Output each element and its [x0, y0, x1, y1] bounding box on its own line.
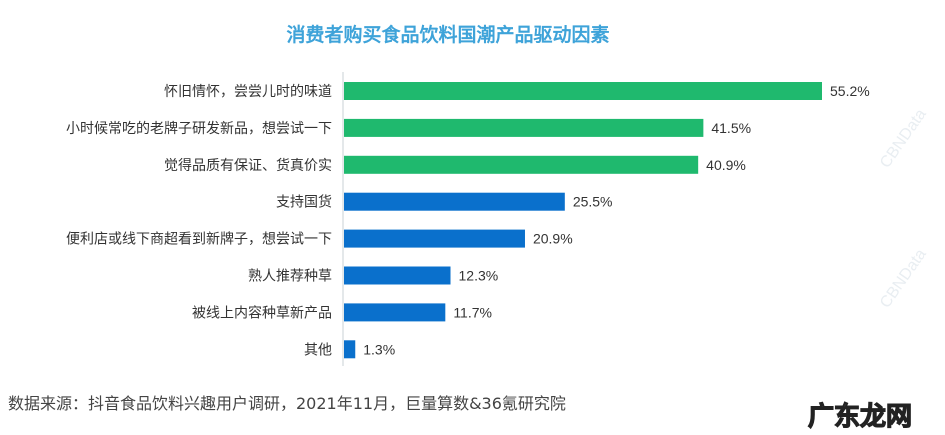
data-label: 11.7% [453, 304, 492, 320]
bar [344, 155, 699, 174]
data-label: 55.2% [830, 83, 870, 99]
bar [344, 192, 565, 211]
category-label: 支持国货 [276, 194, 332, 211]
source-note: 数据来源：抖音食品饮料兴趣用户调研，2021年11月，巨量算数&36氪研究院 [8, 394, 566, 413]
bar [344, 340, 356, 359]
data-label: 40.9% [706, 157, 746, 173]
data-label: 41.5% [711, 120, 751, 136]
bar [344, 303, 446, 322]
bar [344, 118, 704, 137]
category-label: 熟人推荐种草 [248, 269, 332, 285]
chart-title: 消费者购买食品饮料国潮产品驱动因素 [286, 24, 610, 46]
data-label: 25.5% [573, 194, 613, 210]
data-label: 1.3% [363, 341, 395, 357]
category-label: 被线上内容种草新产品 [192, 304, 332, 321]
bar [344, 229, 525, 248]
bar [344, 266, 451, 285]
bar [344, 82, 822, 100]
site-watermark-logo: 广东龙网 [807, 401, 913, 432]
category-label: 小时候常吃的老牌子研发新品，想尝试一下 [66, 120, 332, 137]
category-label: 便利店或线下商超看到新牌子，想尝试一下 [66, 231, 332, 248]
data-label: 20.9% [533, 231, 573, 247]
category-label: 其他 [304, 342, 332, 358]
category-label: 怀旧情怀，尝尝儿时的味道 [164, 84, 332, 100]
category-label: 觉得品质有保证、货真价实 [164, 157, 332, 174]
data-label: 12.3% [459, 268, 499, 284]
